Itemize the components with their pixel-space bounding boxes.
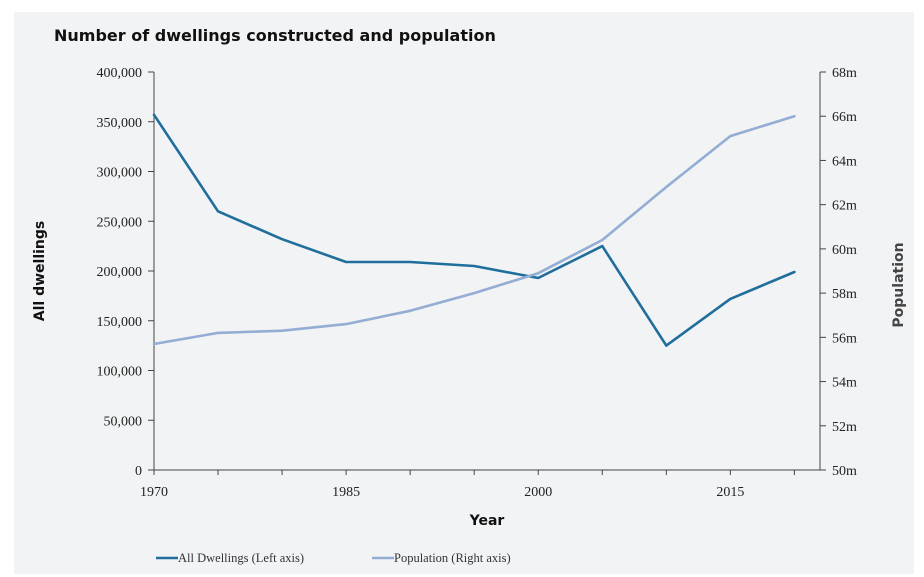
right-tick-label: 50m [832,464,857,479]
x-tick-label: 2000 [524,485,552,500]
x-axis-title: Year [469,513,505,529]
x-tick-label: 1985 [332,485,360,500]
series-line-dwellings [152,113,796,347]
legend-label-dwellings: All Dwellings (Left axis) [178,551,304,565]
right-tick-label: 52m [832,420,857,435]
left-tick-label: 100,000 [97,365,143,380]
left-tick-label: 150,000 [97,315,143,330]
right-tick-label: 68m [832,66,857,81]
right-axis-title: Population [891,242,907,327]
right-tick-label: 62m [832,199,857,214]
left-tick-label: 0 [135,464,142,479]
right-tick-label: 56m [832,331,857,346]
right-tick-label: 60m [832,243,857,258]
left-tick-label: 200,000 [97,265,143,280]
right-tick-label: 54m [832,376,857,391]
chart-panel: Number of dwellings constructed and popu… [14,12,914,574]
chart-title: Number of dwellings constructed and popu… [54,26,496,45]
series-layer [152,113,796,347]
left-tick-label: 50,000 [104,414,143,429]
x-tick-label: 1970 [140,485,168,500]
axes: 0 50,000 100,000 150,000 200,000 250,000 300,0… [32,66,907,529]
legend: All Dwellings (Left axis) Population (Rig… [156,551,511,565]
left-axis-title: All dwellings [32,221,48,321]
right-tick-label: 66m [832,110,857,125]
right-tick-label: 58m [832,287,857,302]
left-tick-label: 250,000 [97,215,143,230]
right-tick-label: 64m [832,154,857,169]
left-tick-label: 350,000 [97,116,143,131]
left-tick-label: 300,000 [97,166,143,181]
left-tick-label: 400,000 [97,66,143,81]
legend-label-population: Population (Right axis) [394,551,511,565]
series-line-population [152,114,796,346]
x-tick-label: 2015 [716,485,744,500]
